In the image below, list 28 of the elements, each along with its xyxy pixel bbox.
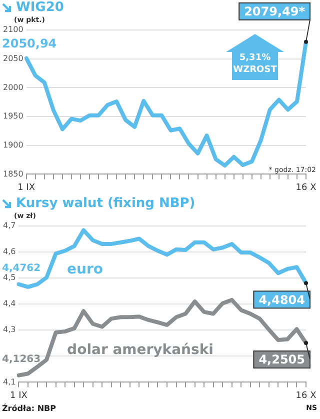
series-label: euro [67,261,104,278]
data-label: 2079,49* [244,4,306,18]
y-tick-label: 2000 [3,82,24,92]
text: Źródła: NBP [2,404,56,413]
x-tick-label: 16 X [296,390,316,401]
series-label: dolar amerykański [67,342,214,358]
x-tick-label: 1 IX [18,182,36,193]
data-label: 4,4804 [258,292,306,307]
y-tick-label: 4,4 [2,299,16,308]
y-tick-label: 1950 [3,112,24,121]
chart-title: WIG20 [16,0,64,15]
y-tick-label: 2050 [3,54,24,63]
data-label: 4,4762 [2,262,41,274]
chart-title: Kursy walut (fixing NBP) [16,196,196,211]
y-tick-label: 4,1 [2,377,16,386]
y-tick-label: 2100 [3,25,24,34]
x-tick-label: 16 X [296,182,316,193]
y-tick-label: 4,6 [2,247,16,256]
data-label: 2050,94 [2,36,57,50]
y-tick-label: 4,5 [2,273,16,282]
x-tick-label: 1 IX [10,390,28,401]
y-tick-label: 1900 [3,140,24,150]
y-tick-label: 1850 [3,169,24,178]
y-tick-label: 4,3 [2,325,16,334]
data-label: 4,1263 [2,354,41,365]
data-label: 4,2505 [258,352,306,367]
y-tick-label: 4,7 [2,221,16,230]
annotation: 5,31% WZROST [232,52,278,76]
